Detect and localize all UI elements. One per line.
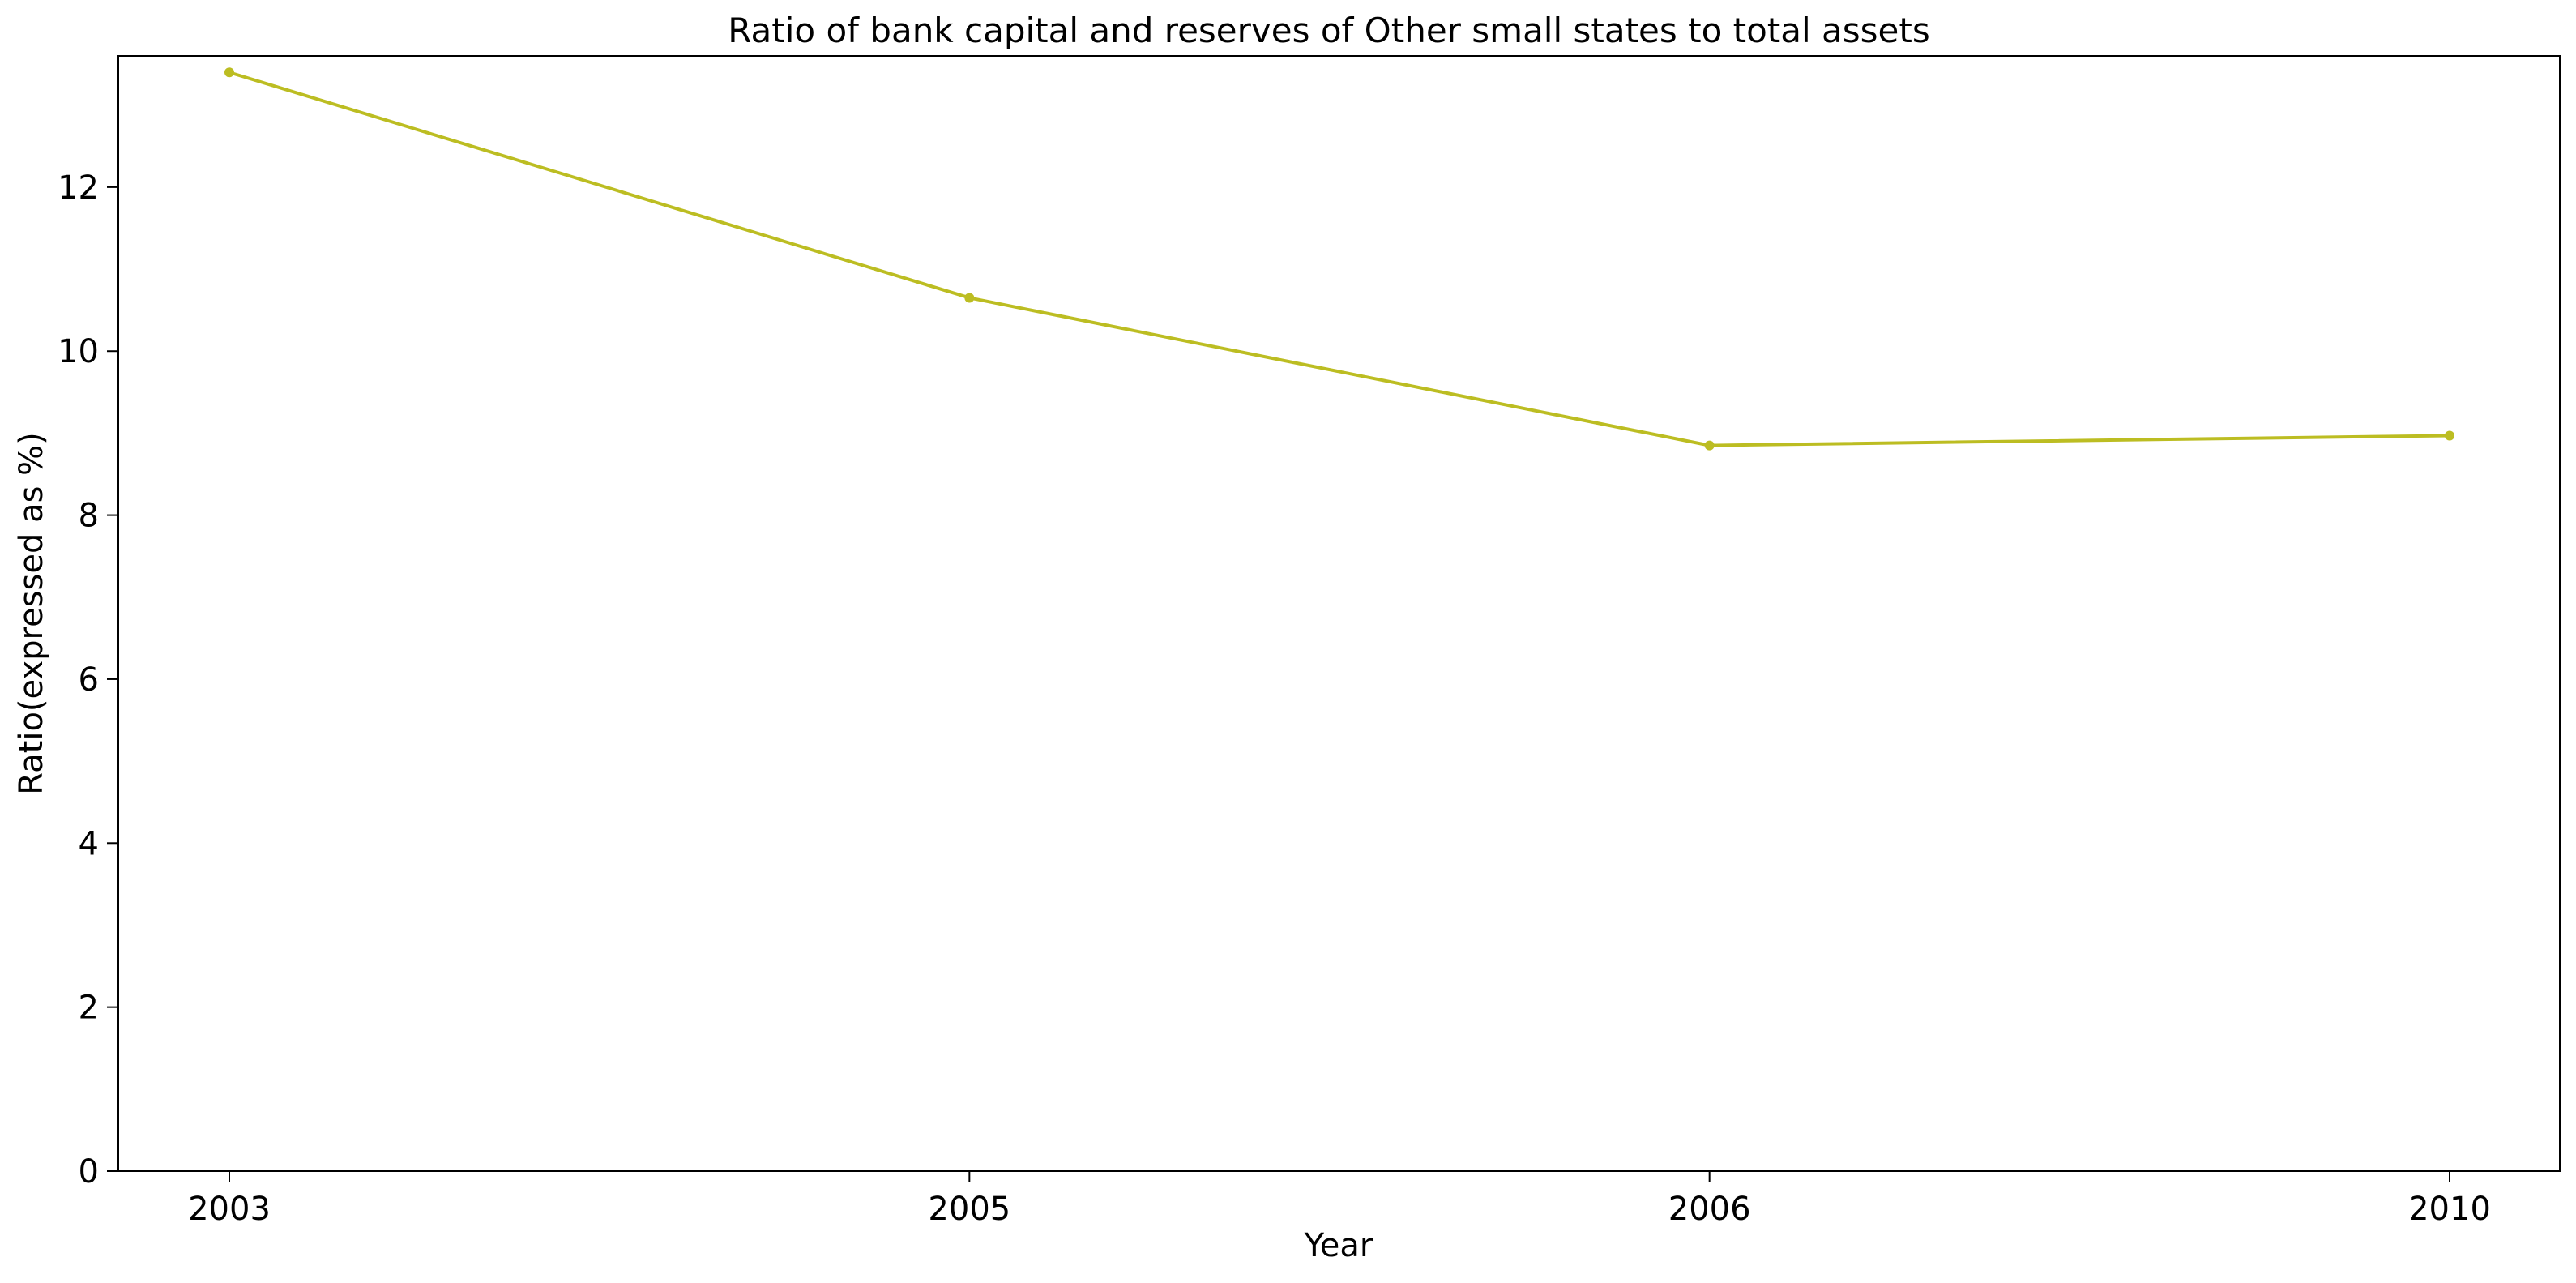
y-tick-label: 0 [79,1153,99,1191]
x-tick-label: 2006 [1668,1191,1751,1228]
series-points [224,67,2454,451]
y-tick-label: 12 [58,169,99,207]
x-tick-label: 2003 [188,1191,271,1228]
x-tick-label: 2005 [928,1191,1010,1228]
x-axis-label: Year [1304,1227,1373,1264]
y-tick-label: 2 [79,990,99,1027]
data-point [964,293,975,303]
series-line [229,71,2450,447]
y-axis-ticks: 0 2 4 6 8 10 12 [58,169,118,1191]
y-tick-label: 4 [79,825,99,862]
data-point [224,67,234,78]
x-tick-label: 2010 [2408,1191,2491,1228]
data-point [2445,430,2454,441]
chart-title: Ratio of bank capital and reserves of Ot… [728,11,1929,50]
data-point [1704,440,1715,451]
plot-area-frame [117,55,2561,1172]
y-tick-label: 10 [58,333,99,370]
x-axis-ticks: 2003 2005 2006 2010 [188,1171,2491,1228]
y-axis-label: Ratio(expressed as %) [13,432,50,795]
y-tick-label: 6 [79,661,99,699]
y-tick-label: 8 [79,498,99,535]
